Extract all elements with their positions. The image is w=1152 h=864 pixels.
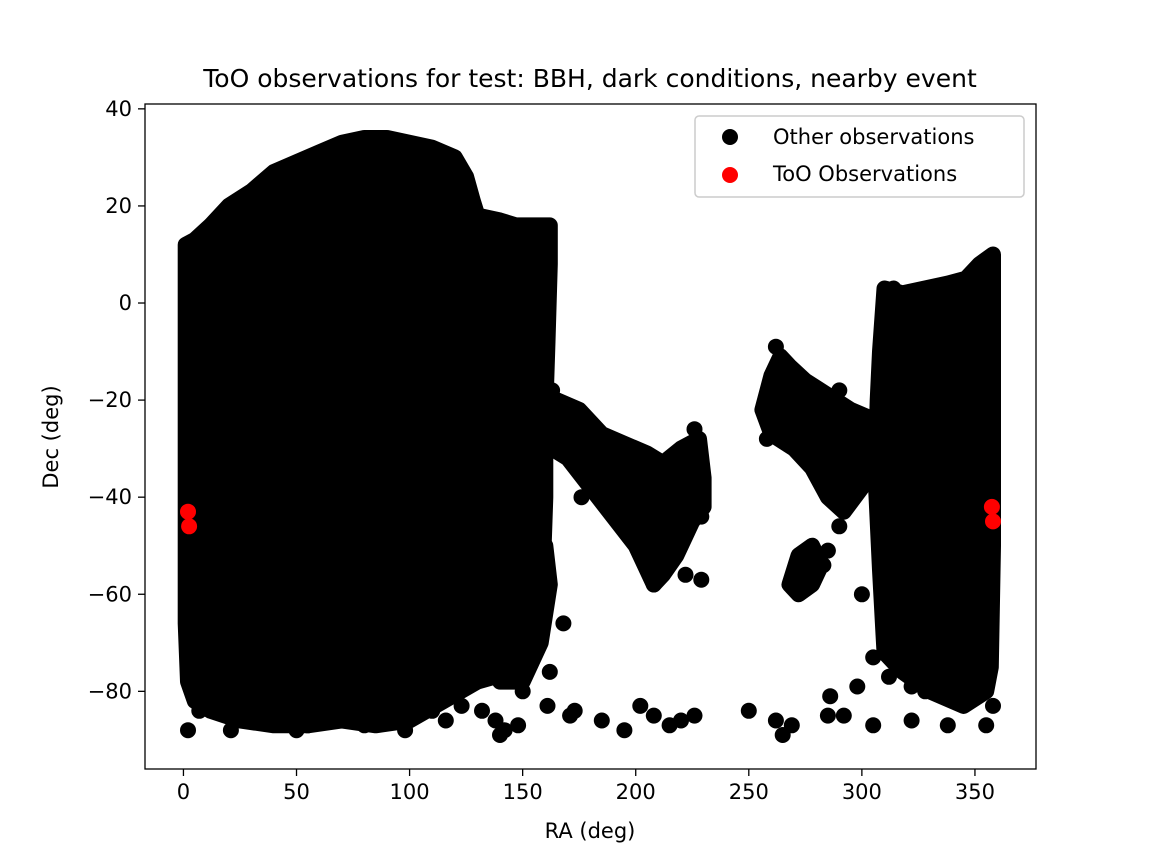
- point-other-observations-42: [541, 663, 558, 680]
- point-other-observations-31: [822, 688, 839, 705]
- point-other-observations-6: [374, 712, 391, 729]
- legend-marker-too-observations: [722, 167, 738, 183]
- x-tick-label: 350: [955, 780, 995, 804]
- point-other-observations-62: [876, 615, 893, 632]
- x-axis-label: RA (deg): [545, 819, 636, 843]
- plot-area: [177, 130, 1001, 743]
- point-other-observations-48: [693, 571, 710, 588]
- point-other-observations-16: [539, 697, 556, 714]
- point-other-observations-2: [222, 722, 239, 739]
- point-other-observations-18: [566, 702, 583, 719]
- point-other-observations-35: [881, 668, 897, 685]
- legend: Other observations ToO Observations: [694, 115, 1025, 198]
- point-too-observations-1: [181, 518, 198, 535]
- point-other-observations-1: [191, 702, 208, 719]
- legend-marker-other-observations: [722, 129, 738, 145]
- series-other-observations: [177, 130, 1001, 743]
- point-other-observations-58: [831, 382, 848, 399]
- point-other-observations-37: [939, 717, 956, 734]
- point-other-observations-39: [985, 697, 1001, 714]
- legend-box: [694, 115, 1025, 198]
- point-other-observations-26: [740, 702, 757, 719]
- point-cluster-other-observations-4: [492, 537, 558, 690]
- point-other-observations-41: [514, 683, 531, 700]
- point-other-observations-47: [677, 566, 694, 583]
- point-other-observations-15: [510, 717, 527, 734]
- point-other-observations-36: [903, 712, 920, 729]
- point-other-observations-64: [903, 678, 920, 695]
- y-tick-label: −60: [88, 582, 132, 606]
- point-other-observations-32: [835, 707, 852, 724]
- point-other-observations-54: [792, 547, 809, 564]
- point-other-observations-33: [849, 678, 866, 695]
- point-other-observations-49: [693, 508, 710, 525]
- series-too-observations: [180, 498, 1001, 535]
- point-other-observations-59: [831, 518, 848, 535]
- point-other-observations-45: [573, 489, 590, 506]
- point-other-observations-65: [917, 683, 934, 700]
- point-other-observations-19: [593, 712, 610, 729]
- point-other-observations-20: [616, 722, 633, 739]
- point-other-observations-14: [496, 722, 513, 739]
- point-other-observations-57: [819, 542, 836, 559]
- point-too-observations-2: [983, 498, 1000, 515]
- point-cluster-other-observations-0: [177, 130, 558, 734]
- x-tick-label: 250: [729, 780, 769, 804]
- y-tick-label: −80: [88, 679, 132, 703]
- point-other-observations-25: [686, 707, 703, 724]
- point-cluster-other-observations-3: [754, 348, 884, 520]
- point-other-observations-11: [474, 702, 490, 719]
- point-other-observations-22: [645, 707, 662, 724]
- y-tick-label: 20: [105, 194, 132, 218]
- point-other-observations-9: [437, 712, 454, 729]
- point-other-observations-38: [978, 717, 995, 734]
- point-too-observations-3: [985, 513, 1001, 530]
- axes-ticks: 0 50 100 150 200 250 300 350 −80 −60 −40 −20 0 20 40: [88, 97, 995, 804]
- y-tick-label: −20: [88, 388, 132, 412]
- point-too-observations-0: [180, 503, 196, 520]
- point-other-observations-7: [397, 722, 414, 739]
- point-other-observations-0: [180, 722, 196, 739]
- x-tick-label: 50: [283, 780, 310, 804]
- point-other-observations-30: [819, 707, 836, 724]
- point-other-observations-8: [424, 702, 441, 719]
- point-other-observations-40: [492, 659, 508, 676]
- point-other-observations-56: [815, 557, 832, 574]
- point-other-observations-63: [885, 280, 902, 297]
- chart-title: ToO observations for test: BBH, dark con…: [202, 64, 977, 93]
- x-tick-label: 200: [616, 780, 656, 804]
- point-other-observations-61: [865, 649, 882, 666]
- point-other-observations-27: [767, 712, 784, 729]
- point-other-observations-52: [758, 430, 775, 447]
- y-tick-label: −40: [88, 485, 132, 509]
- point-other-observations-24: [673, 712, 689, 729]
- point-other-observations-53: [786, 571, 802, 588]
- point-other-observations-43: [555, 615, 572, 632]
- point-other-observations-34: [865, 717, 882, 734]
- legend-label-other-observations: Other observations: [773, 125, 974, 149]
- x-tick-label: 150: [503, 780, 543, 804]
- x-tick-label: 100: [390, 780, 430, 804]
- point-other-observations-50: [686, 421, 703, 438]
- point-other-observations-21: [632, 697, 649, 714]
- x-tick-label: 0: [177, 780, 190, 804]
- point-other-observations-51: [767, 338, 784, 355]
- point-other-observations-5: [356, 717, 373, 734]
- point-other-observations-44: [544, 382, 561, 399]
- point-other-observations-10: [453, 697, 470, 714]
- point-cluster-other-observations-1: [867, 246, 1001, 714]
- point-other-observations-4: [299, 717, 316, 734]
- legend-label-too-observations: ToO Observations: [772, 162, 957, 186]
- point-other-observations-60: [853, 586, 870, 603]
- x-tick-label: 300: [842, 780, 882, 804]
- point-other-observations-29: [783, 717, 800, 734]
- y-tick-label: 0: [119, 291, 132, 315]
- axes-frame: [144, 103, 1037, 770]
- point-other-observations-46: [645, 576, 662, 593]
- y-axis-label: Dec (deg): [39, 385, 63, 488]
- y-tick-label: 40: [105, 97, 132, 121]
